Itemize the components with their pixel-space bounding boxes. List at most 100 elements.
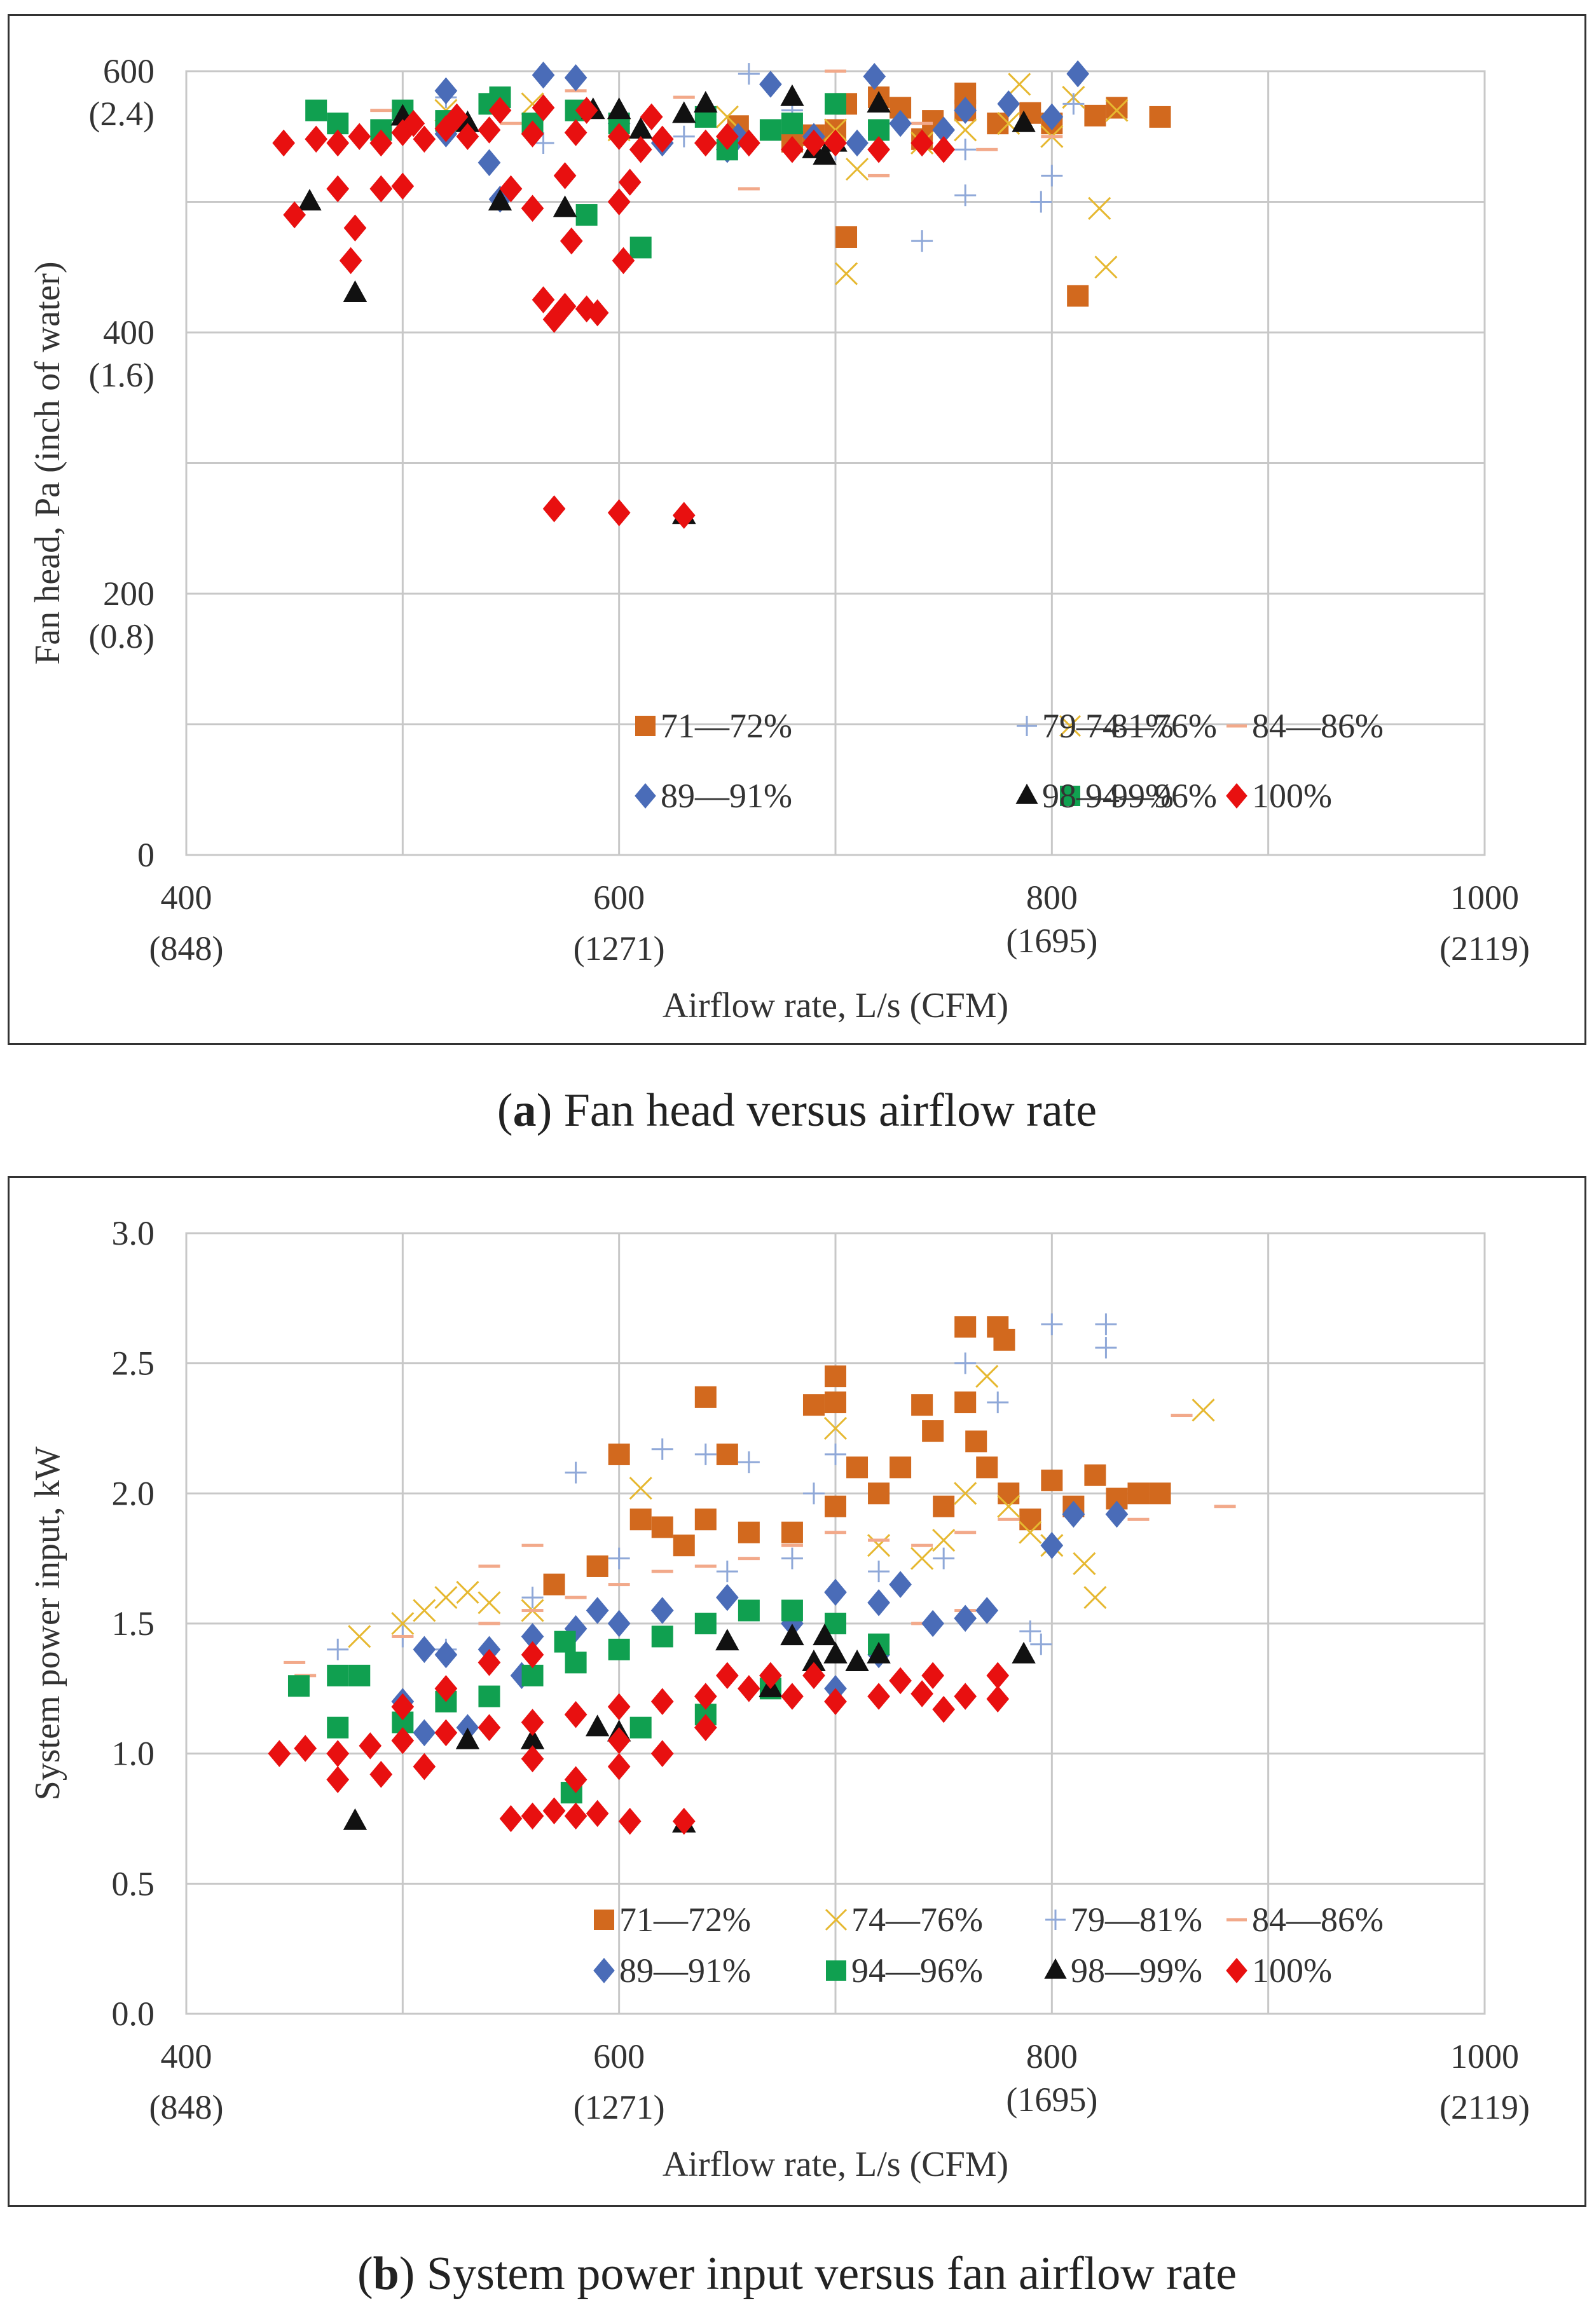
data-point xyxy=(672,101,696,123)
data-point xyxy=(1040,1531,1064,1559)
legend-label: 84—86% xyxy=(1252,707,1384,745)
data-point xyxy=(954,1531,977,1535)
data-point xyxy=(868,1482,890,1505)
legend-marker xyxy=(825,1908,848,1931)
data-point xyxy=(413,1753,436,1781)
data-point xyxy=(715,105,739,128)
data-point xyxy=(1083,1586,1107,1610)
data-point xyxy=(781,1599,803,1622)
legend-label: 89—91% xyxy=(661,777,792,815)
data-point xyxy=(1066,60,1090,88)
data-point xyxy=(993,1329,1015,1351)
data-point xyxy=(986,1662,1010,1690)
data-point xyxy=(542,306,566,333)
legend-label: 100% xyxy=(1252,777,1332,815)
legend-marker xyxy=(635,716,656,736)
y-tick-label: 0.0 xyxy=(112,1995,155,2033)
data-point xyxy=(640,103,663,131)
legend-marker xyxy=(826,1960,846,1981)
data-point xyxy=(1127,1517,1150,1521)
data-point xyxy=(543,1573,565,1596)
data-point xyxy=(694,1683,717,1710)
data-point xyxy=(715,123,739,150)
data-point xyxy=(339,247,362,275)
legend-label: 79—81% xyxy=(1071,1901,1202,1939)
data-point xyxy=(932,1528,956,1552)
data-point xyxy=(521,120,544,147)
legend-label: 74—76% xyxy=(851,1901,983,1939)
data-point xyxy=(987,1391,1009,1414)
legend-label: 94—96% xyxy=(1085,777,1217,815)
data-point xyxy=(392,1634,414,1638)
legend-marker xyxy=(1015,783,1038,804)
data-point xyxy=(1019,1521,1042,1544)
data-point xyxy=(327,1716,349,1739)
data-point xyxy=(629,1716,652,1739)
data-point xyxy=(434,77,458,105)
data-point xyxy=(694,129,717,157)
y-tick-label: 600 xyxy=(103,52,155,90)
legend-marker xyxy=(593,1958,615,1983)
data-point xyxy=(343,280,368,302)
data-point xyxy=(1073,1552,1096,1575)
data-point xyxy=(867,1534,891,1557)
x-axis-title: Airflow rate, L/s (CFM) xyxy=(663,986,1008,1025)
y-tick-sublabel: (2.4) xyxy=(89,95,155,133)
data-point xyxy=(965,1430,987,1452)
data-point xyxy=(1062,93,1085,115)
data-point xyxy=(738,187,760,191)
data-point xyxy=(738,1557,760,1561)
data-point xyxy=(521,1802,544,1830)
data-point xyxy=(575,204,598,226)
legend-label: 100% xyxy=(1252,1951,1332,1990)
data-point xyxy=(391,1693,415,1721)
legend-marker xyxy=(1044,1958,1067,1979)
data-point xyxy=(954,184,977,207)
data-point xyxy=(845,1650,869,1671)
data-point xyxy=(268,1740,291,1767)
data-point xyxy=(629,136,652,163)
data-point xyxy=(802,1394,825,1416)
data-point xyxy=(694,1508,717,1531)
data-point xyxy=(673,1535,695,1557)
data-point xyxy=(564,119,587,146)
data-point xyxy=(932,116,956,144)
data-point xyxy=(298,189,322,211)
data-point xyxy=(1192,1398,1215,1422)
data-point xyxy=(488,189,512,211)
data-point xyxy=(478,1649,501,1676)
data-point xyxy=(738,63,760,85)
data-point xyxy=(867,1589,890,1617)
x-tick-label: 1000 xyxy=(1450,878,1519,917)
data-point xyxy=(359,1732,382,1760)
data-point xyxy=(825,69,846,73)
data-point xyxy=(1095,1313,1117,1336)
data-point xyxy=(1012,1641,1036,1664)
data-point xyxy=(954,1482,977,1505)
data-point xyxy=(975,1365,999,1388)
data-point xyxy=(845,158,869,181)
data-point xyxy=(781,113,803,135)
caption-a: (a) Fan head versus airflow rate xyxy=(497,1084,1097,1137)
data-point xyxy=(586,299,609,327)
data-point xyxy=(834,262,858,285)
data-point xyxy=(781,1521,803,1543)
legend-marker xyxy=(1226,783,1247,809)
data-point xyxy=(651,1516,673,1538)
data-point xyxy=(889,1571,912,1598)
x-tick-sublabel: (2119) xyxy=(1439,929,1530,967)
data-point xyxy=(343,214,367,242)
data-point xyxy=(651,1438,673,1460)
data-point xyxy=(478,1564,500,1568)
data-point xyxy=(867,1683,890,1710)
data-point xyxy=(607,1753,631,1781)
x-tick-label: 800 xyxy=(1026,2037,1078,2075)
x-tick-label: 400 xyxy=(161,2037,212,2075)
data-point xyxy=(434,1641,458,1669)
data-point xyxy=(954,1316,977,1338)
data-point xyxy=(1084,1464,1106,1486)
data-point xyxy=(1088,196,1111,220)
legend-marker xyxy=(1060,786,1080,806)
data-point xyxy=(532,61,555,89)
data-point xyxy=(933,1495,955,1517)
